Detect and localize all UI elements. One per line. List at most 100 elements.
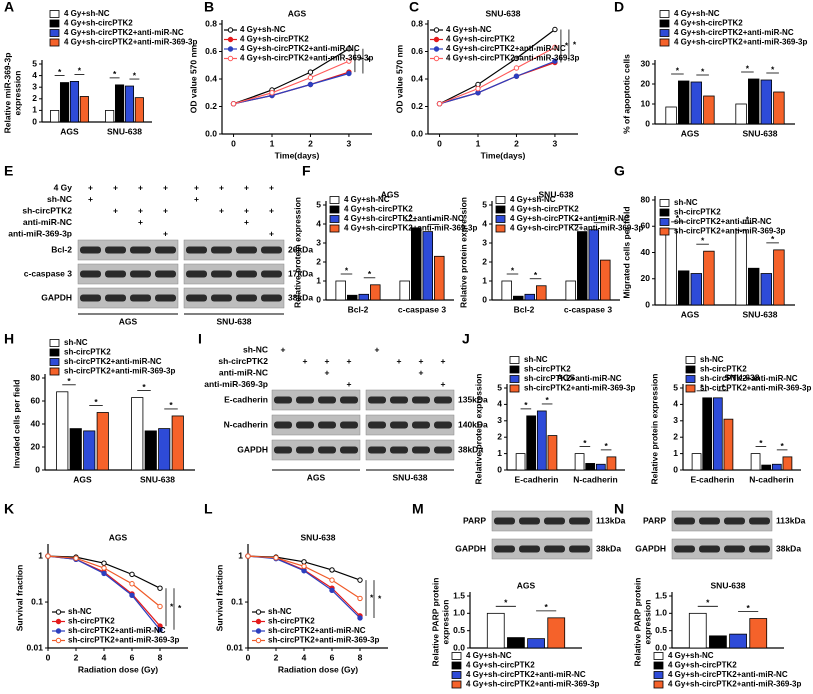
bar — [588, 229, 599, 301]
blot-band — [80, 294, 101, 302]
data-point — [346, 58, 352, 64]
legend-swatch — [653, 661, 664, 670]
bar — [735, 103, 747, 125]
legend-swatch — [659, 208, 670, 217]
x-tick-label: 4 — [302, 652, 307, 662]
legend-swatch — [659, 10, 670, 18]
legend-swatch — [495, 196, 506, 204]
data-point — [129, 592, 135, 599]
legend-label: 4 Gy+sh-circPTK2+anti-miR-NC — [466, 670, 586, 679]
blot-band — [340, 396, 358, 404]
legend-swatch — [495, 224, 506, 233]
legend-label: 4 Gy+sh-circPTK2 — [466, 661, 535, 670]
data-point — [157, 603, 163, 610]
y-tick-label: 80 — [31, 372, 41, 382]
band-label: GAPDH — [41, 292, 72, 302]
x-tick-label: Bcl-2 — [348, 304, 369, 314]
y-tick-label: 40 — [31, 418, 41, 428]
bar — [702, 397, 713, 471]
condition-mark: + — [419, 356, 424, 366]
x-tick-label: 8 — [358, 652, 363, 662]
blot-band — [155, 246, 176, 254]
legend-label: 4 Gy+sh-circPTK2+anti-miR-NC — [344, 214, 464, 223]
series-line — [439, 29, 556, 105]
y-tick-label: 0.6 — [411, 46, 423, 56]
bar — [422, 231, 433, 301]
x-tick-label: AGS — [60, 126, 79, 136]
legend-swatch — [329, 196, 340, 204]
panel-letter: A — [4, 0, 14, 15]
y-tick-label: 4 — [497, 399, 502, 409]
significance-star: * — [142, 382, 146, 392]
bar — [69, 428, 82, 471]
significance-star: * — [575, 216, 579, 226]
blot-background — [271, 439, 361, 461]
data-point — [552, 58, 558, 64]
y-tick-label: 0.0 — [655, 642, 667, 652]
blot-band — [236, 294, 257, 302]
y-tick-label: 0.01 — [26, 642, 43, 652]
legend-swatch — [495, 205, 506, 214]
condition-mark: + — [219, 205, 224, 215]
significance-star: * — [432, 216, 436, 226]
blot-band — [318, 396, 336, 404]
band-label: N-cadherin — [224, 419, 268, 429]
y-tick-label: 30 — [641, 58, 651, 68]
legend-swatch — [49, 38, 60, 47]
group-label: SNU-638 — [217, 316, 252, 326]
bar — [513, 295, 524, 301]
legend-swatch — [49, 29, 60, 37]
y-axis-label: Migrated cells per field — [621, 206, 631, 298]
condition-mark: + — [244, 182, 249, 192]
blot-band — [186, 270, 207, 278]
blot-band — [105, 270, 126, 278]
y-tick-label: 3 — [497, 415, 502, 425]
blot-band — [434, 396, 452, 404]
blot-band — [368, 446, 386, 454]
legend-swatch — [659, 218, 670, 226]
legend-label: 4 Gy+sh-circPTK2+anti-miR-NC — [240, 44, 360, 53]
x-tick-label: 8 — [158, 652, 163, 662]
data-point — [357, 615, 363, 621]
legend-swatch — [495, 215, 506, 223]
legend-swatch — [685, 365, 696, 374]
x-tick-label: 0 — [437, 138, 442, 148]
legend-label: 4 Gy+sh-NC — [510, 195, 556, 204]
bar — [600, 259, 611, 301]
y-tick-label: 0.5 — [655, 625, 667, 635]
bar — [486, 612, 505, 649]
band-label: GAPDH — [237, 444, 268, 454]
condition-mark: + — [88, 194, 93, 204]
blot-band — [412, 396, 430, 404]
bar — [124, 85, 135, 123]
x-tick-label: 6 — [330, 652, 335, 662]
legend-label: 4 Gy+sh-NC — [446, 25, 492, 34]
bar — [750, 453, 761, 471]
y-axis-label: % of apoptotic cells — [621, 54, 631, 134]
legend-label: 4 Gy+sh-NC — [674, 9, 720, 18]
legend-label: 4 Gy+sh-circPTK2 — [510, 205, 579, 214]
condition-mark: + — [244, 205, 249, 215]
panel-letter: I — [198, 331, 202, 347]
y-axis-label: OD value 570 nm — [394, 44, 404, 113]
significance-star: * — [771, 234, 775, 244]
chart-title: SNU-638 — [486, 8, 521, 18]
condition-mark: + — [419, 367, 424, 377]
bar — [678, 270, 690, 306]
y-tick-label: 5 — [673, 382, 678, 392]
blot-band — [186, 294, 207, 302]
legend-swatch — [49, 10, 60, 18]
legend-marker — [227, 55, 234, 62]
y-tick-label: 20 — [31, 441, 41, 451]
legend-marker — [255, 637, 262, 644]
panel-letter: B — [204, 0, 214, 15]
blot-band — [368, 396, 386, 404]
legend-swatch — [509, 375, 520, 383]
condition-mark: + — [397, 356, 402, 366]
condition-mark: + — [441, 379, 446, 389]
blot-band — [186, 246, 207, 254]
bar — [114, 84, 125, 123]
data-point — [307, 81, 314, 88]
blot-band — [434, 421, 452, 429]
legend-label: sh-circPTK2+anti-miR-NC — [674, 217, 772, 226]
